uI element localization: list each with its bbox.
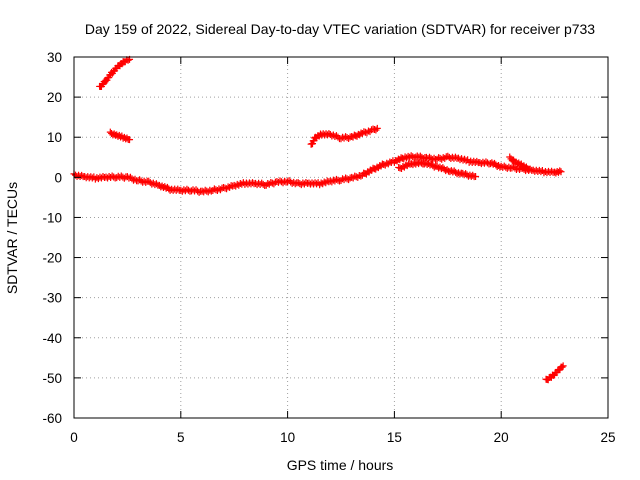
series-trace	[395, 158, 480, 181]
y-tick-label: 20	[47, 90, 62, 105]
x-tick-label: 10	[280, 430, 295, 445]
y-tick-label: 30	[47, 50, 62, 65]
series-trace	[542, 362, 567, 384]
data-point	[451, 153, 459, 161]
chart-title: Day 159 of 2022, Sidereal Day-to-day VTE…	[85, 21, 595, 37]
series-trace	[106, 128, 134, 144]
y-tick-label: 0	[54, 170, 62, 185]
data-point	[174, 185, 182, 193]
series-trace	[506, 153, 533, 173]
series-trace	[70, 152, 565, 196]
data-point	[124, 56, 132, 64]
x-tick-label: 20	[494, 430, 509, 445]
data-point	[430, 154, 438, 162]
data-point	[558, 363, 566, 371]
series-trace	[307, 124, 381, 148]
x-tick-label: 25	[600, 430, 615, 445]
y-tick-label: -40	[42, 331, 62, 346]
data-point	[313, 180, 321, 188]
data-point	[525, 165, 533, 173]
axis-ticks: 0 5 10 15 20 25 30 20 10 0 -10 -20 -30 -40 -50 -60	[42, 50, 615, 445]
y-tick-label: 10	[47, 130, 62, 145]
data-point	[249, 179, 257, 187]
y-tick-label: -30	[42, 291, 62, 306]
data-point	[557, 168, 565, 176]
data-point	[472, 173, 480, 181]
data-point	[215, 185, 223, 193]
data-point	[332, 132, 340, 140]
y-tick-label: -60	[42, 411, 62, 426]
data-point	[145, 177, 153, 185]
data-point	[126, 136, 134, 144]
grid	[74, 57, 608, 418]
data-point	[559, 362, 567, 370]
x-tick-label: 15	[387, 430, 402, 445]
data-points	[70, 55, 567, 384]
y-tick-label: -10	[42, 210, 62, 225]
data-point	[343, 175, 351, 183]
x-axis-label: GPS time / hours	[287, 457, 394, 473]
series-trace	[96, 55, 134, 90]
data-point	[213, 187, 221, 195]
data-point	[78, 171, 86, 179]
data-point	[373, 124, 381, 132]
data-point	[337, 176, 345, 184]
data-point	[473, 157, 481, 165]
data-point	[152, 180, 160, 188]
data-point	[232, 182, 240, 190]
data-point	[556, 167, 564, 175]
data-point	[204, 188, 212, 196]
y-tick-label: -20	[42, 251, 62, 266]
x-tick-label: 5	[177, 430, 185, 445]
data-point	[439, 154, 447, 162]
data-point	[236, 180, 244, 188]
y-tick-label: -50	[42, 371, 62, 386]
data-point	[259, 180, 267, 188]
data-point	[438, 155, 446, 163]
data-point	[126, 173, 134, 181]
x-tick-label: 0	[70, 430, 78, 445]
data-point	[268, 179, 276, 187]
data-point	[332, 175, 340, 183]
data-point	[235, 181, 243, 189]
y-axis-label: SDTVAR / TECUs	[4, 182, 20, 294]
data-point	[328, 178, 336, 186]
plot-frame	[73, 56, 609, 419]
data-point	[372, 126, 380, 134]
